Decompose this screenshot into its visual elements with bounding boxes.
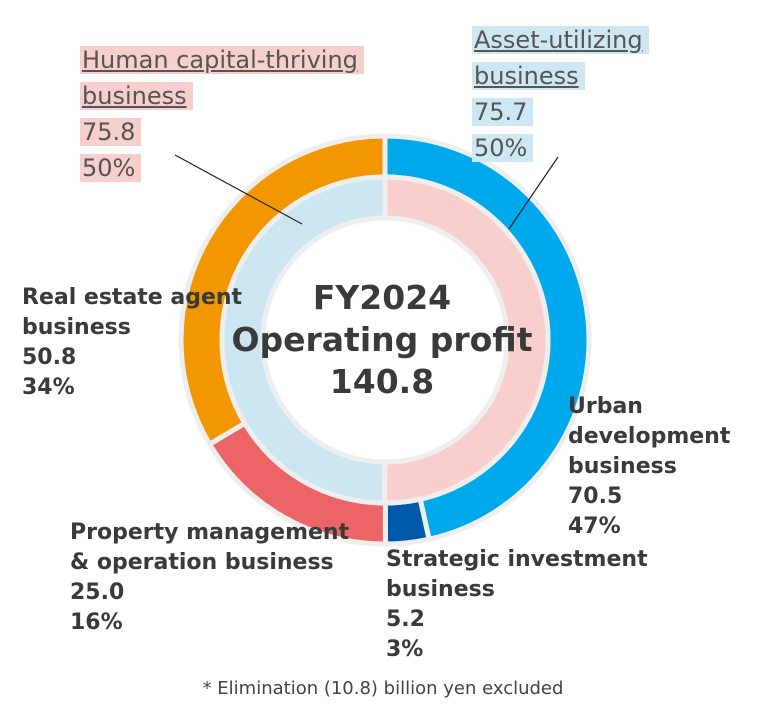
label-urban-development-name-2: development bbox=[568, 424, 731, 449]
label-asset-utilizing-name-1: Asset-utilizing bbox=[472, 26, 649, 54]
label-real-estate-agent: Real estate agent business 50.8 34% bbox=[22, 283, 242, 403]
footnote: * Elimination (10.8) billion yen exclude… bbox=[202, 678, 564, 699]
outer-ring-slice-2 bbox=[382, 496, 433, 547]
label-strategic-investment-name-2: business bbox=[386, 577, 495, 602]
label-property-management-value: 25.0 bbox=[70, 580, 125, 605]
label-property-management: Property management & operation business… bbox=[70, 518, 349, 638]
label-human-capital-share: 50% bbox=[80, 154, 142, 182]
label-asset-utilizing-value: 75.7 bbox=[472, 98, 534, 126]
label-human-capital: Human capital-thriving business 75.8 50% bbox=[80, 42, 364, 186]
label-human-capital-name-2: business bbox=[80, 82, 193, 110]
leader-line-human-capital bbox=[174, 154, 303, 225]
label-real-estate-agent-value: 50.8 bbox=[22, 345, 77, 370]
label-urban-development-value: 70.5 bbox=[568, 484, 623, 509]
label-strategic-investment-value: 5.2 bbox=[386, 607, 425, 632]
label-strategic-investment: Strategic investment business 5.2 3% bbox=[386, 545, 648, 665]
label-asset-utilizing: Asset-utilizing business 75.7 50% bbox=[472, 22, 649, 166]
label-real-estate-agent-name-2: business bbox=[22, 315, 131, 340]
label-urban-development-name-3: business bbox=[568, 454, 677, 479]
label-real-estate-agent-share: 34% bbox=[22, 375, 75, 400]
center-total-value: 140.8 bbox=[329, 362, 435, 401]
label-strategic-investment-name-1: Strategic investment bbox=[386, 547, 648, 572]
label-asset-utilizing-name-2: business bbox=[472, 62, 585, 90]
label-urban-development-share: 47% bbox=[568, 514, 621, 539]
label-human-capital-name-1: Human capital-thriving bbox=[80, 46, 364, 74]
leader-line-asset-utilizing bbox=[508, 156, 559, 230]
center-fiscal-year: FY2024 bbox=[312, 278, 452, 317]
label-real-estate-agent-name-1: Real estate agent bbox=[22, 285, 243, 310]
label-urban-development: Urban development business 70.5 47% bbox=[568, 392, 730, 542]
label-property-management-name-1: Property management bbox=[70, 520, 350, 545]
label-human-capital-value: 75.8 bbox=[80, 118, 142, 146]
center-metric-label: Operating profit bbox=[231, 320, 533, 359]
outer-ring bbox=[178, 133, 592, 547]
inner-ring-slice-2 bbox=[219, 174, 388, 506]
label-strategic-investment-share: 3% bbox=[386, 637, 424, 662]
label-property-management-name-2: & operation business bbox=[70, 550, 334, 575]
inner-ring-slice-1 bbox=[382, 174, 551, 506]
label-property-management-share: 16% bbox=[70, 610, 123, 635]
label-urban-development-name-1: Urban bbox=[568, 394, 643, 419]
label-asset-utilizing-share: 50% bbox=[472, 134, 534, 162]
inner-ring bbox=[219, 174, 551, 506]
